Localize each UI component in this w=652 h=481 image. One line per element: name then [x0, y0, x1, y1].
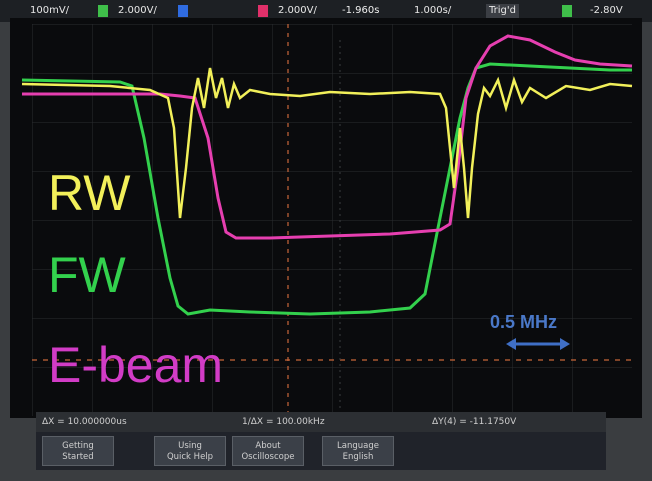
softkey-line2: Oscilloscope: [241, 452, 295, 462]
softkey-line2: English: [342, 452, 374, 462]
measurement-status-bar: ΔX = 10.000000us 1/ΔX = 100.00kHz ΔY(4) …: [36, 412, 606, 432]
fw-label: FW: [48, 247, 126, 303]
softkey-line1: About: [255, 441, 281, 451]
ch4-indicator: [258, 5, 268, 17]
ebeam-label: E-beam: [48, 337, 224, 393]
softkey-line1: Using: [178, 441, 202, 451]
waveform-graticule: [10, 18, 642, 418]
frequency-label: 0.5 MHz: [490, 312, 558, 332]
time-scale: 1.000s/: [414, 5, 452, 16]
ebeam-trace: [22, 34, 633, 240]
trigger-source-indicator: [562, 5, 572, 17]
channel-header-bar: 100mV/ 2.000V/ 2.000V/ -1.960s 1.000s/ T…: [0, 0, 652, 22]
frequency-arrow: [506, 338, 570, 350]
fw-trace: [21, 62, 632, 316]
time-offset: -1.960s: [342, 5, 380, 16]
about-oscilloscope-softkey[interactable]: About Oscilloscope: [232, 436, 304, 466]
softkey-line2: Quick Help: [166, 452, 214, 462]
getting-started-softkey[interactable]: Getting Started: [42, 436, 114, 466]
ch2-scale: 2.000V/: [118, 5, 157, 16]
softkey-line1: Language: [337, 441, 379, 451]
language-softkey[interactable]: Language English: [322, 436, 394, 466]
rw-label: RW: [48, 165, 131, 221]
delta-y-readout: ΔY(4) = -11.1750V: [432, 417, 517, 427]
waveform-display: RW FW E-beam: [10, 18, 642, 418]
trigger-status: Trig'd: [486, 4, 519, 18]
quick-help-softkey[interactable]: Using Quick Help: [154, 436, 226, 466]
inverse-delta-x-readout: 1/ΔX = 100.00kHz: [242, 417, 325, 427]
ch4-scale: 2.000V/: [278, 5, 317, 16]
softkey-bar: Getting Started Using Quick Help About O…: [36, 432, 606, 470]
softkey-line2: Started: [62, 452, 94, 462]
ch1-scale: 100mV/: [30, 5, 70, 16]
trigger-level: -2.80V: [590, 5, 623, 16]
delta-x-readout: ΔX = 10.000000us: [42, 417, 127, 427]
rw-trace: [21, 67, 633, 219]
ch2-indicator: [98, 5, 108, 17]
softkey-line1: Getting: [62, 441, 94, 451]
ch3-indicator: [178, 5, 188, 17]
